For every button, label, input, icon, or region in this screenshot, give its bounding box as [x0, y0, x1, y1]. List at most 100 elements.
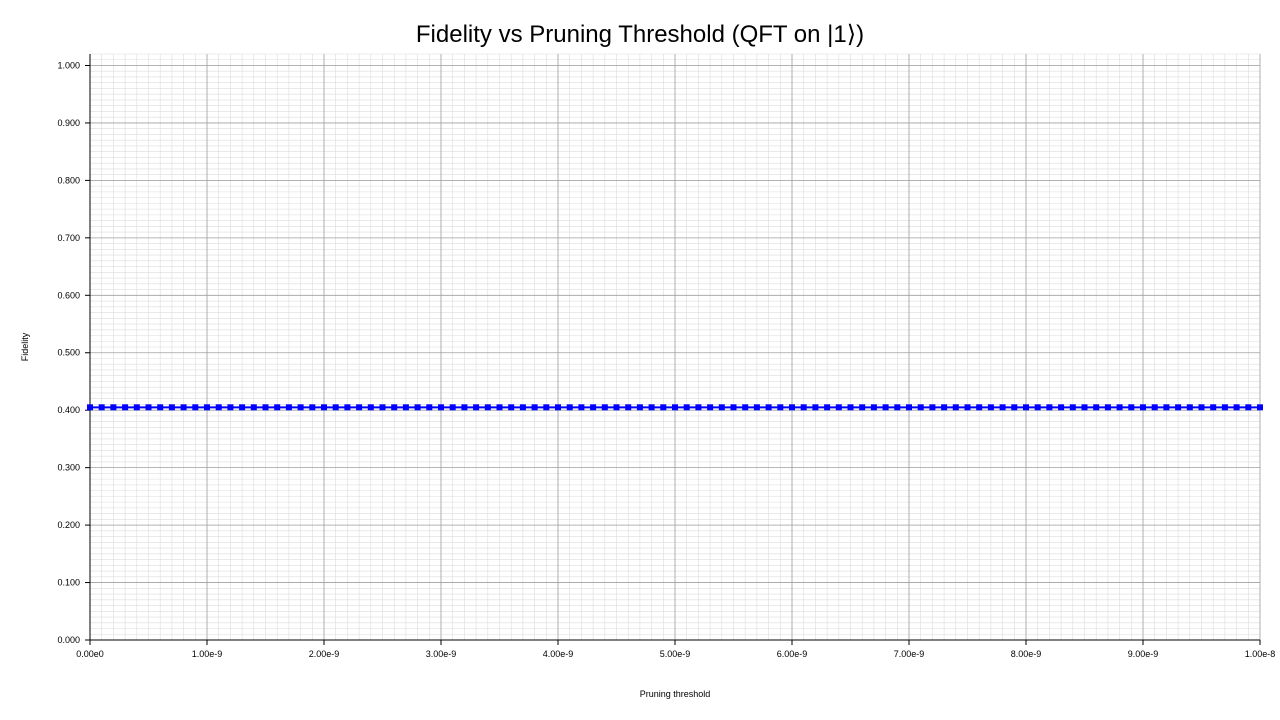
data-point	[227, 404, 234, 411]
y-tick-label: 0.700	[57, 233, 80, 243]
data-point	[367, 404, 374, 411]
data-point	[870, 404, 877, 411]
x-tick-label: 7.00e-9	[894, 649, 925, 659]
y-tick-label: 0.900	[57, 118, 80, 128]
data-point	[1023, 404, 1029, 411]
data-point	[1104, 404, 1111, 411]
y-tick-label: 0.500	[57, 348, 80, 358]
data-point	[929, 404, 936, 411]
data-point	[402, 404, 409, 411]
data-point	[824, 404, 831, 411]
data-point	[461, 404, 468, 411]
data-point	[1210, 404, 1217, 411]
data-point	[800, 404, 807, 411]
data-point	[601, 404, 608, 411]
data-point	[999, 404, 1006, 411]
data-point	[309, 404, 316, 411]
data-point	[683, 404, 690, 411]
data-point	[157, 404, 164, 411]
data-point	[1069, 404, 1076, 411]
series-layer	[87, 404, 1263, 411]
y-axis-ticks: 0.000 0.100 0.200 0.300 0.400 0.500 0.600 0.700…	[57, 60, 90, 645]
x-tick-label: 9.00e-9	[1128, 649, 1159, 659]
data-point	[426, 404, 433, 411]
data-point	[1257, 404, 1263, 411]
data-point	[274, 404, 281, 411]
data-point	[964, 404, 971, 411]
chart-title: Fidelity vs Pruning Threshold (QFT on |1…	[415, 21, 865, 48]
data-point	[987, 404, 994, 411]
data-point	[122, 404, 129, 411]
y-tick-label: 0.300	[57, 463, 80, 473]
x-tick-label: 1.00e-9	[192, 649, 223, 659]
data-point	[543, 404, 550, 411]
data-point	[391, 404, 398, 411]
data-point	[917, 404, 924, 411]
y-tick-label: 0.100	[57, 578, 80, 588]
data-point	[321, 404, 327, 411]
data-point	[1081, 404, 1088, 411]
data-point	[87, 404, 93, 411]
data-point	[882, 404, 889, 411]
data-point	[555, 404, 561, 411]
data-point	[636, 404, 643, 411]
x-axis-label: Pruning threshold	[639, 689, 711, 699]
data-point	[1163, 404, 1170, 411]
data-point	[906, 404, 912, 411]
data-point	[952, 404, 959, 411]
y-tick-label: 0.800	[57, 175, 80, 185]
data-point	[1093, 404, 1100, 411]
data-point	[765, 404, 772, 411]
data-point	[1175, 404, 1182, 411]
x-tick-label: 6.00e-9	[777, 649, 808, 659]
data-point	[133, 404, 140, 411]
data-point	[145, 404, 152, 411]
data-point	[250, 404, 257, 411]
data-point	[1011, 404, 1018, 411]
data-point	[98, 404, 105, 411]
x-tick-label: 1.00e-8	[1245, 649, 1276, 659]
data-point	[168, 404, 175, 411]
y-tick-label: 0.200	[57, 520, 80, 530]
data-point	[379, 404, 386, 411]
data-point	[718, 404, 725, 411]
x-tick-label: 2.00e-9	[309, 649, 340, 659]
data-point	[847, 404, 854, 411]
data-point	[1140, 404, 1146, 411]
data-point	[835, 404, 842, 411]
data-point	[1245, 404, 1252, 411]
data-point	[192, 404, 199, 411]
data-point	[1151, 404, 1158, 411]
data-point	[473, 404, 480, 411]
data-point	[695, 404, 702, 411]
data-point	[484, 404, 491, 411]
data-point	[707, 404, 714, 411]
data-point	[789, 404, 795, 411]
data-point	[578, 404, 585, 411]
data-point	[777, 404, 784, 411]
x-tick-label: 0.00e0	[76, 649, 104, 659]
data-point	[508, 404, 515, 411]
data-point	[262, 404, 269, 411]
data-point	[976, 404, 983, 411]
grid-major	[89, 54, 1261, 641]
data-point	[1233, 404, 1240, 411]
data-point	[941, 404, 948, 411]
data-point	[344, 404, 351, 411]
data-point	[613, 404, 620, 411]
data-point	[496, 404, 503, 411]
x-axis-ticks: 0.00e0 1.00e-9 2.00e-9 3.00e-9 4.00e-9 5.00e-…	[76, 640, 1275, 659]
data-point	[1186, 404, 1193, 411]
data-point	[894, 404, 901, 411]
data-point	[332, 404, 339, 411]
data-point	[239, 404, 246, 411]
data-point	[215, 404, 222, 411]
x-tick-label: 3.00e-9	[426, 649, 457, 659]
y-axis-label: Fidelity	[20, 332, 30, 362]
data-point	[648, 404, 655, 411]
data-point	[1058, 404, 1065, 411]
data-point	[438, 404, 444, 411]
x-tick-label: 4.00e-9	[543, 649, 574, 659]
data-point	[1198, 404, 1205, 411]
